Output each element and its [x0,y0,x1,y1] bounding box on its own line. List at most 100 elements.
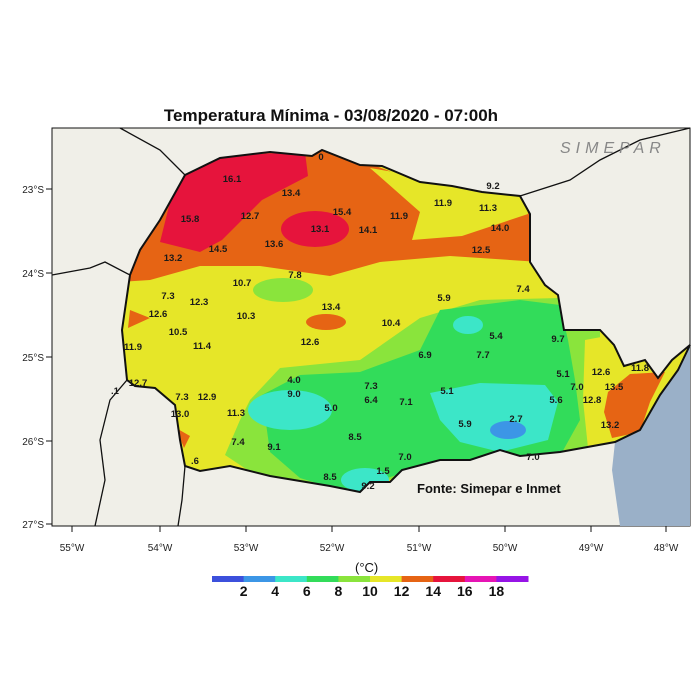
lat-tick-label: 24°S [22,269,44,280]
station-value: 12.9 [198,392,217,403]
station-value: 9.0 [287,389,300,400]
station-value: 10.3 [237,311,256,322]
colorbar-segment [401,576,434,582]
station-value: 8.5 [348,432,362,443]
station-value: 9.1 [267,442,281,453]
station-value: 7.0 [526,452,539,463]
station-value: 5.9 [458,419,471,430]
colorbar-segment [370,576,403,582]
station-value: 10.4 [382,318,401,329]
station-value: 13.2 [164,253,183,264]
station-value: 5.4 [489,331,503,342]
station-value: 12.7 [241,211,260,222]
station-value: .6 [191,456,199,467]
station-value: 5.1 [556,369,570,380]
station-value: 7.4 [231,437,245,448]
station-value: 12.6 [301,337,320,348]
simepar-logo: SIMEPAR [560,140,666,157]
colorbar-segment [306,576,339,582]
station-value: 12.7 [129,378,148,389]
station-value: 15.8 [181,214,200,225]
lon-tick-label: 55°W [60,543,85,554]
temperature-contours [122,150,690,492]
station-value: 4.0 [287,375,300,386]
colorbar-label: 6 [303,583,311,599]
station-value: 13.4 [282,188,301,199]
map-title: Temperatura Mínima - 03/08/2020 - 07:00h [163,106,499,125]
lon-tick-label: 49°W [579,543,604,554]
lat-tick-label: 23°S [22,185,44,196]
colorbar-label: 18 [489,583,505,599]
station-value: 11.8 [631,363,649,374]
station-value: 13.5 [605,382,624,393]
station-value: 7.7 [476,350,489,361]
station-value: 5.6 [549,395,562,406]
lat-tick-label: 25°S [22,353,44,364]
station-value: 7.3 [175,392,188,403]
neighbor-borders [51,127,691,527]
station-value: 11.4 [193,341,212,352]
station-value: 16.1 [223,174,242,185]
station-value: 10.5 [169,327,188,338]
station-value: .1 [111,386,120,397]
station-value: 14.5 [209,244,228,255]
station-labels: 16.1 13.4 15.8 12.7 15.413.1 14.1 11.9 11.9 11.3… [111,152,649,492]
station-value: 9.2 [486,181,499,192]
station-value: 5.0 [324,403,337,414]
lat-tick-label: 27°S [22,520,44,531]
colorbar-label: 4 [271,583,279,599]
colorbar-label: 8 [335,583,343,599]
colorbar-segment [275,576,308,582]
colorbar-label: 16 [457,583,473,599]
colorbar-label: 14 [425,583,441,599]
lat-tick-label: 26°S [22,437,44,448]
station-value: 6.4 [364,395,378,406]
colorbar-label: 2 [240,583,248,599]
lon-tick-label: 54°W [148,543,173,554]
station-value: 13.2 [601,420,620,431]
station-value: 7.0 [398,452,411,463]
station-value: 11.9 [390,211,408,222]
lon-tick-label: 51°W [407,543,432,554]
station-value: 6.9 [418,350,431,361]
station-value: 5.9 [437,293,450,304]
station-value: 9.2 [361,481,374,492]
colorbar-segment [243,576,276,582]
colorbar-segment [212,576,245,582]
lon-tick-label: 48°W [654,543,679,554]
colorbar: 2 4 6 8 10 12 14 16 18 [212,576,529,599]
colorbar-segment [464,576,497,582]
station-value: 14.0 [491,223,510,234]
station-value: 11.9 [124,342,142,353]
lon-tick-label: 53°W [234,543,259,554]
lon-tick-label: 52°W [320,543,345,554]
station-value: 11.3 [227,408,245,419]
station-value: 0 [318,152,323,163]
station-value: 11.3 [479,203,497,214]
colorbar-label: 10 [362,583,378,599]
station-value: 7.3 [161,291,174,302]
colorbar-segment [338,576,371,582]
station-value: 7.3 [364,381,377,392]
source-credit: Fonte: Simepar e Inmet [417,481,561,496]
station-value: 10.7 [233,278,252,289]
station-value: 9.7 [551,334,564,345]
station-value: 12.3 [190,297,209,308]
axis-ticks: 23°S 24°S 25°S 26°S 27°S 55°W 54°W 53°W 52°W 51°W… [22,185,679,554]
colorbar-label: 12 [394,583,410,599]
station-value: 13.0 [171,409,190,420]
station-value: 7.0 [570,382,583,393]
station-value: 12.6 [592,367,611,378]
station-value: 5.1 [440,386,454,397]
colorbar-segment [433,576,466,582]
colorbar-unit: (°C) [355,560,379,575]
station-value: 11.9 [434,198,452,209]
station-value: 14.1 [359,225,378,236]
station-value: 12.8 [583,395,602,406]
station-value: 12.5 [472,245,491,256]
ocean [612,345,690,526]
station-value: 7.1 [399,397,413,408]
station-value: 8.5 [323,472,337,483]
station-value: 12.6 [149,309,168,320]
